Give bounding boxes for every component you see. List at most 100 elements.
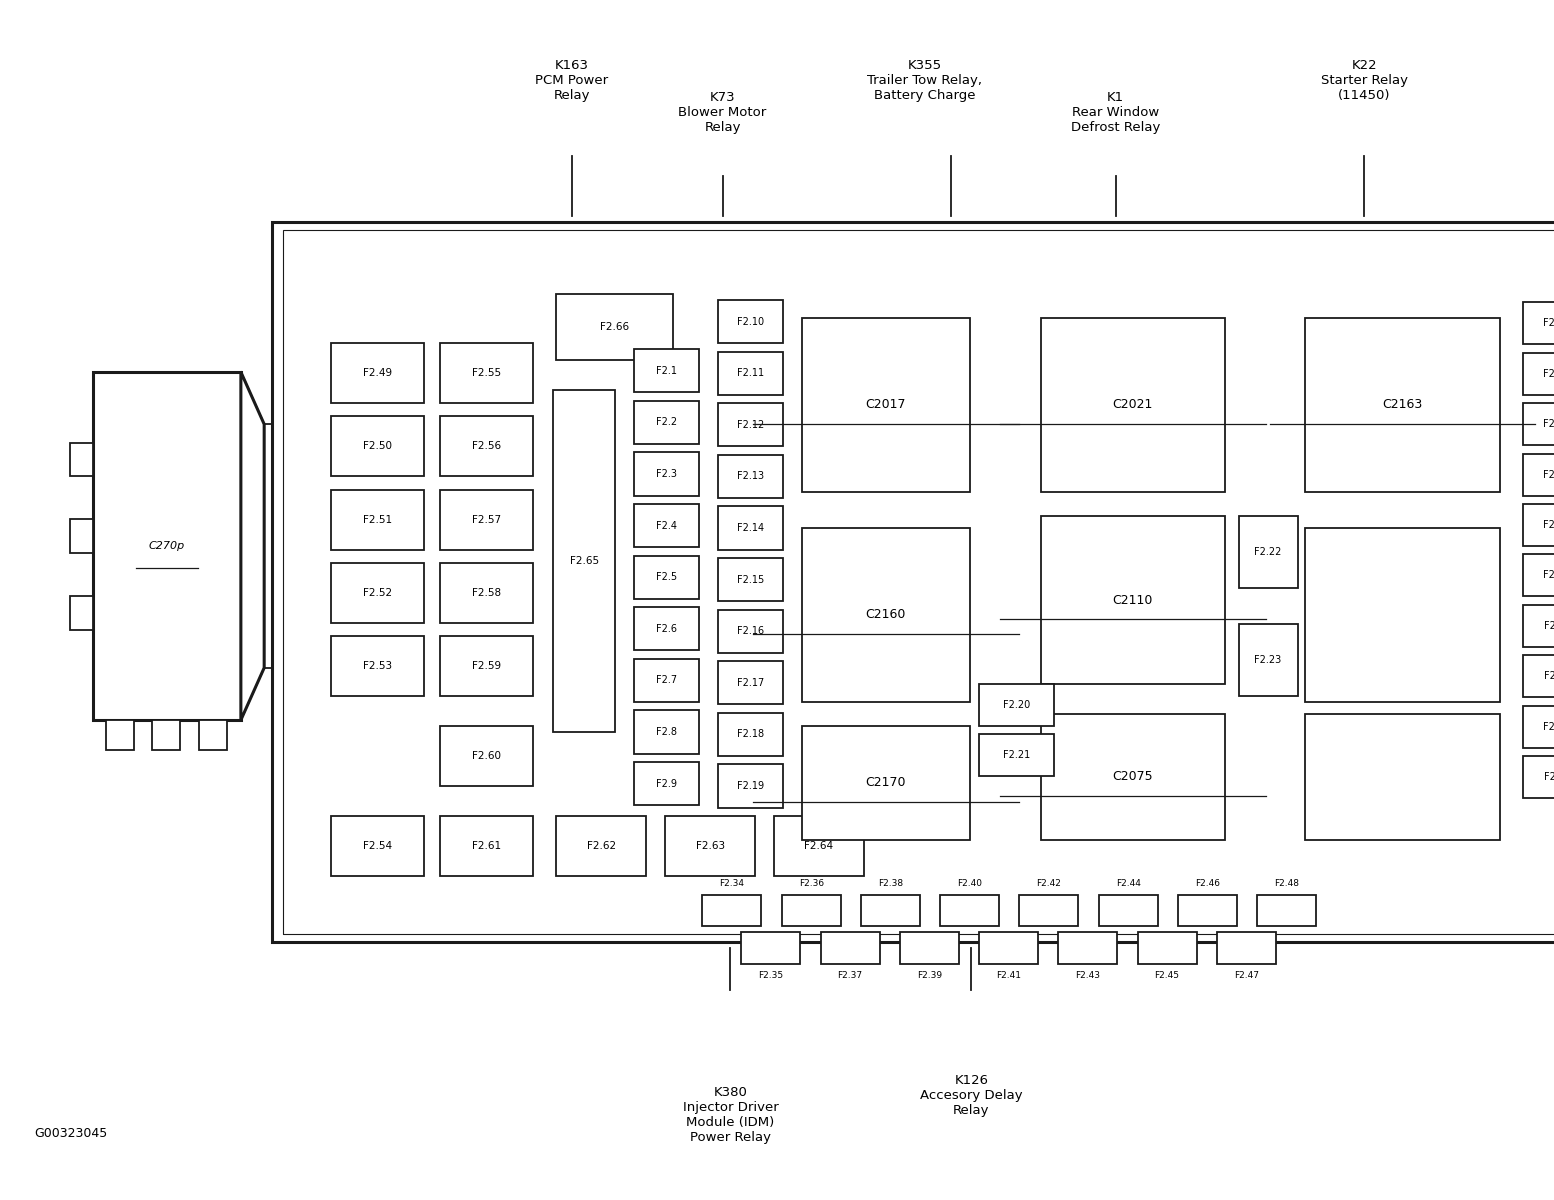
Text: F2.63: F2.63 (696, 841, 724, 851)
Bar (861, 895, 920, 926)
Text: F2.8: F2.8 (656, 727, 678, 737)
Text: F2.57: F2.57 (472, 515, 500, 524)
Bar (802, 528, 970, 702)
Text: K1
Rear Window
Defrost Relay: K1 Rear Window Defrost Relay (1071, 91, 1161, 134)
Bar (331, 816, 424, 876)
Bar (634, 401, 699, 444)
Text: F2.53: F2.53 (364, 661, 392, 671)
Text: K355
Trailer Tow Relay,
Battery Charge: K355 Trailer Tow Relay, Battery Charge (867, 59, 982, 102)
Text: F2.30: F2.30 (1543, 620, 1554, 631)
Text: F2.43: F2.43 (1075, 971, 1100, 979)
Bar (774, 816, 864, 876)
Bar (634, 452, 699, 496)
Text: F2.25: F2.25 (1543, 368, 1554, 379)
Bar (1239, 516, 1298, 588)
Bar (1523, 454, 1554, 496)
Text: K380
Injector Driver
Module (IDM)
Power Relay: K380 Injector Driver Module (IDM) Power … (682, 1086, 779, 1144)
Bar (70, 520, 93, 553)
Text: C2170: C2170 (866, 776, 906, 790)
Bar (665, 816, 755, 876)
Text: F2.41: F2.41 (996, 971, 1021, 979)
Bar (1523, 353, 1554, 395)
Bar (821, 932, 880, 964)
Text: C2160: C2160 (866, 608, 906, 622)
Text: F2.28: F2.28 (1543, 520, 1554, 530)
Bar (718, 713, 783, 756)
Text: C2110: C2110 (1113, 594, 1153, 606)
Bar (1305, 528, 1500, 702)
Text: F2.66: F2.66 (600, 322, 629, 332)
Text: F2.13: F2.13 (737, 472, 765, 481)
Text: F2.37: F2.37 (838, 971, 862, 979)
Text: F2.32: F2.32 (1543, 721, 1554, 732)
Bar (1305, 714, 1500, 840)
Text: F2.56: F2.56 (472, 442, 500, 451)
Bar (1523, 756, 1554, 798)
Bar (718, 455, 783, 498)
Bar (1058, 932, 1117, 964)
Text: F2.64: F2.64 (805, 841, 833, 851)
Text: F2.18: F2.18 (737, 730, 765, 739)
Bar (106, 720, 134, 750)
Bar (1041, 714, 1225, 840)
Bar (440, 726, 533, 786)
Bar (979, 734, 1054, 776)
Text: K22
Starter Relay
(11450): K22 Starter Relay (11450) (1321, 59, 1408, 102)
Bar (199, 720, 227, 750)
Text: F2.33: F2.33 (1543, 772, 1554, 782)
Bar (634, 710, 699, 754)
Bar (979, 932, 1038, 964)
Text: F2.34: F2.34 (720, 878, 744, 888)
Bar (440, 490, 533, 550)
Bar (718, 506, 783, 550)
Bar (634, 607, 699, 650)
Bar (331, 416, 424, 476)
Text: F2.23: F2.23 (1254, 655, 1282, 665)
Text: F2.40: F2.40 (957, 878, 982, 888)
Text: F2.12: F2.12 (737, 420, 765, 430)
Bar (802, 726, 970, 840)
Text: K73
Blower Motor
Relay: K73 Blower Motor Relay (679, 91, 766, 134)
Bar (718, 764, 783, 808)
Text: F2.20: F2.20 (1002, 700, 1030, 710)
Bar (272, 222, 1554, 942)
Bar (634, 504, 699, 547)
Text: G00323045: G00323045 (34, 1127, 107, 1140)
Bar (802, 318, 970, 492)
Bar (331, 343, 424, 403)
Bar (741, 932, 800, 964)
Text: F2.11: F2.11 (737, 368, 765, 378)
Bar (634, 659, 699, 702)
Bar (634, 762, 699, 805)
Text: F2.38: F2.38 (878, 878, 903, 888)
Bar (556, 816, 646, 876)
Text: F2.16: F2.16 (737, 626, 765, 636)
Text: F2.55: F2.55 (472, 368, 500, 378)
Bar (1523, 554, 1554, 596)
Text: F2.7: F2.7 (656, 676, 678, 685)
Text: F2.58: F2.58 (472, 588, 500, 598)
Bar (152, 720, 180, 750)
Bar (1257, 895, 1316, 926)
Bar (1523, 655, 1554, 697)
Text: F2.31: F2.31 (1543, 671, 1554, 682)
Text: F2.45: F2.45 (1155, 971, 1179, 979)
Bar (1523, 403, 1554, 445)
Polygon shape (241, 372, 264, 720)
Text: F2.17: F2.17 (737, 678, 765, 688)
Text: C2017: C2017 (866, 398, 906, 412)
Text: K163
PCM Power
Relay: K163 PCM Power Relay (535, 59, 609, 102)
Bar (1239, 624, 1298, 696)
Bar (634, 556, 699, 599)
Bar (331, 563, 424, 623)
Text: F2.1: F2.1 (656, 366, 678, 376)
Text: F2.29: F2.29 (1543, 570, 1554, 581)
Bar (702, 895, 761, 926)
Bar (634, 349, 699, 392)
Text: F2.10: F2.10 (737, 317, 765, 326)
Text: F2.14: F2.14 (737, 523, 765, 533)
Text: F2.44: F2.44 (1116, 878, 1141, 888)
Bar (331, 636, 424, 696)
Text: F2.39: F2.39 (917, 971, 942, 979)
Text: F2.19: F2.19 (737, 781, 765, 791)
